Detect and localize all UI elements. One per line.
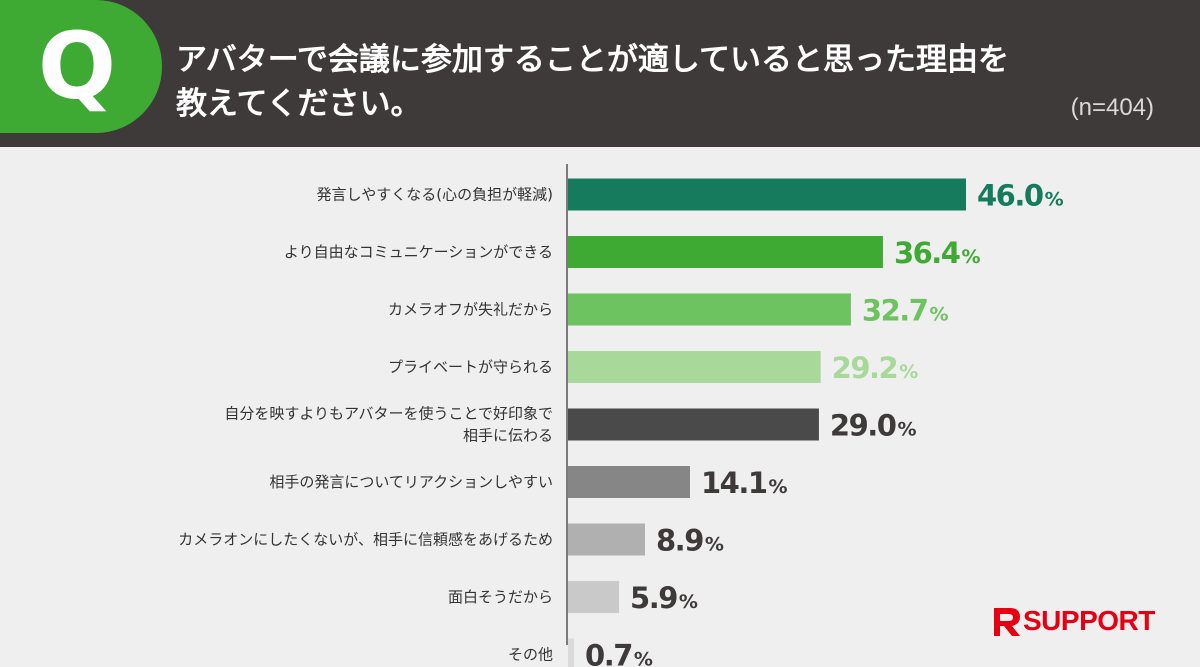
value-unit: % [1045, 189, 1064, 211]
value-unit: % [929, 304, 948, 326]
category-label: プライベートが守られる [388, 358, 553, 376]
question-line-1: アバターで会議に参加することが適していると思った理由を [176, 42, 1009, 78]
category-label-line: 発言しやすくなる(心の負担が軽減) [316, 186, 553, 204]
question-text: アバターで会議に参加することが適していると思った理由を 教えてください。 [176, 38, 1056, 126]
value-label: 29.0% [830, 409, 917, 443]
rsupport-logo: SUPPORT [992, 604, 1155, 638]
value-unit: % [634, 649, 653, 667]
value-label: 29.2% [832, 351, 919, 385]
category-label: 相手の発言についてリアクションしやすい [269, 473, 553, 491]
value-number: 36.4 [894, 236, 960, 270]
value-number: 32.7 [862, 294, 928, 328]
value-label: 5.9% [630, 581, 698, 615]
value-label: 14.1% [701, 466, 788, 500]
value-label: 46.0% [977, 179, 1064, 213]
bar [568, 466, 690, 498]
value-number: 0.7 [585, 639, 632, 667]
category-label: その他 [508, 646, 553, 664]
value-label: 32.7% [862, 294, 949, 328]
value-unit: % [769, 476, 788, 498]
sample-size: (n=404) [1070, 94, 1154, 121]
category-label: 発言しやすくなる(心の負担が軽減) [316, 186, 553, 204]
category-label: 面白そうだから [448, 588, 553, 606]
category-label: カメラオフが失礼だから [388, 301, 553, 319]
category-label-line: 相手の発言についてリアクションしやすい [269, 473, 553, 491]
value-unit: % [705, 534, 724, 556]
category-label: カメラオンにしたくないが、相手に信頼感をあげるため [178, 531, 553, 549]
value-number: 5.9 [630, 581, 677, 615]
question-badge-letter: Q [37, 13, 117, 120]
bar [568, 351, 821, 383]
bar [568, 236, 883, 268]
category-label-line: 相手に伝わる [463, 427, 553, 445]
bar [568, 293, 851, 326]
value-number: 14.1 [701, 466, 767, 500]
question-line-2: 教えてください。 [176, 86, 422, 122]
category-label-line: その他 [508, 646, 553, 664]
value-number: 8.9 [656, 524, 703, 558]
category-label-line: カメラオフが失礼だから [388, 301, 553, 319]
value-unit: % [962, 246, 981, 268]
bar [568, 581, 620, 613]
bar [568, 638, 575, 667]
value-unit: % [679, 591, 698, 613]
bar [568, 408, 819, 441]
question-header: Q アバターで会議に参加することが適していると思った理由を 教えてください。 (… [0, 0, 1200, 147]
bar-chart: 発言しやすくなる(心の負担が軽減) 46.0 % より自由なコミュニケーションができる… [178, 164, 1064, 667]
value-unit: % [897, 419, 916, 441]
category-label-line: 自分を映すよりもアバターを使うことで好印象で [224, 405, 553, 423]
value-label: 36.4% [894, 236, 981, 270]
value-unit: % [899, 361, 918, 383]
value-label: 0.7% [585, 639, 653, 667]
category-label-line: 面白そうだから [448, 588, 553, 606]
bar [568, 178, 966, 211]
logo-text: SUPPORT [1023, 605, 1155, 636]
value-number: 46.0 [977, 179, 1043, 213]
value-label: 8.9% [656, 524, 724, 558]
category-label-line: カメラオンにしたくないが、相手に信頼感をあげるため [178, 531, 553, 549]
bar [568, 523, 646, 556]
category-label-line: プライベートが守られる [388, 358, 553, 376]
question-badge: Q [0, 0, 162, 133]
category-label-line: より自由なコミュニケーションができる [284, 243, 553, 261]
r-logo-icon [994, 608, 1020, 636]
category-label: 自分を映すよりもアバターを使うことで好印象で相手に伝わる [224, 405, 553, 445]
category-label: より自由なコミュニケーションができる [284, 243, 553, 261]
value-number: 29.2 [832, 351, 898, 385]
value-number: 29.0 [830, 409, 896, 443]
